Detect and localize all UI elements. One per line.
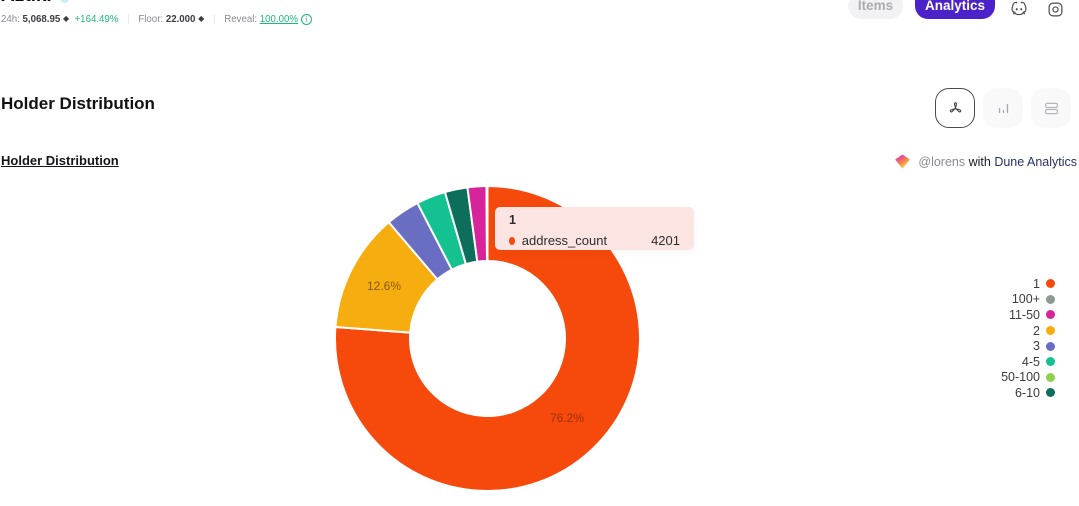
svg-text:76.2%: 76.2% (550, 411, 584, 425)
svg-text:12.6%: 12.6% (367, 279, 401, 293)
